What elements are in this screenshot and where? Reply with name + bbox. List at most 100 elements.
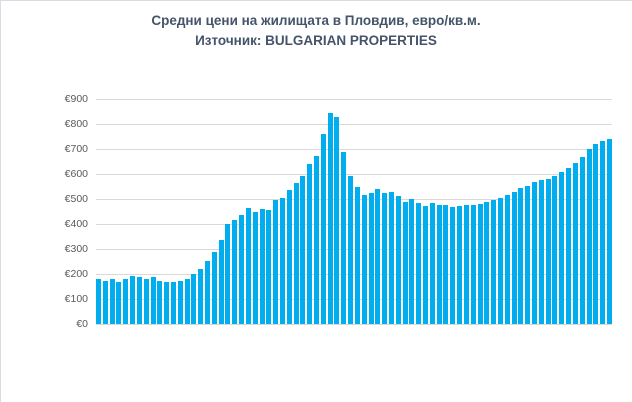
bar (566, 168, 572, 324)
bar (518, 188, 524, 324)
bar (402, 202, 408, 324)
bar (545, 179, 551, 324)
bar (368, 193, 374, 324)
plot-area (96, 99, 612, 325)
gridline (96, 174, 612, 175)
bar (334, 117, 340, 324)
bar (375, 189, 381, 324)
bar (382, 193, 388, 324)
bar (239, 215, 245, 324)
bar (354, 187, 360, 324)
bar (593, 144, 599, 324)
bar (491, 200, 497, 324)
bar (607, 139, 612, 324)
y-tick-label: €300 (64, 243, 88, 255)
bar (102, 281, 108, 324)
gridline (96, 99, 612, 100)
bar (266, 210, 272, 324)
bar (143, 279, 149, 324)
bar (109, 279, 115, 324)
bar (457, 206, 463, 324)
gridline (96, 149, 612, 150)
bar (164, 282, 170, 324)
bar (348, 176, 354, 324)
bar (252, 212, 258, 324)
bar (293, 183, 299, 324)
bar (150, 277, 156, 324)
gridline (96, 249, 612, 250)
bar (273, 200, 279, 324)
chart-title: Средни цени на жилищата в Пловдив, евро/… (151, 13, 481, 28)
y-tick-label: €700 (64, 143, 88, 155)
gridline (96, 224, 612, 225)
bar (559, 172, 565, 324)
y-tick-label: €500 (64, 193, 88, 205)
bar (552, 176, 558, 324)
chart-subtitle: Източник: BULGARIAN PROPERTIES (195, 33, 437, 48)
bar (307, 164, 313, 324)
bar (497, 198, 503, 324)
bar (314, 156, 320, 324)
gridline (96, 299, 612, 300)
y-tick-label: €400 (64, 218, 88, 230)
bar (157, 281, 163, 324)
bar (450, 207, 456, 324)
bar (395, 196, 401, 324)
bar (170, 282, 176, 324)
bar (423, 206, 429, 324)
bar (532, 182, 538, 324)
bar (286, 190, 292, 324)
bar (116, 282, 122, 324)
bar (409, 199, 415, 324)
bar (429, 203, 435, 324)
bar (388, 192, 394, 324)
bar (572, 163, 578, 324)
bar (511, 192, 517, 324)
bar (211, 252, 217, 324)
bar (136, 277, 142, 324)
bar (436, 205, 442, 324)
y-tick-label: €800 (64, 118, 88, 130)
gridline (96, 324, 612, 325)
bar (130, 276, 136, 324)
y-tick-label: €200 (64, 268, 88, 280)
bar (361, 195, 367, 324)
bar (279, 198, 285, 324)
bar (198, 269, 204, 324)
bar (477, 204, 483, 324)
bar (327, 113, 333, 324)
bar (416, 203, 422, 324)
bar (191, 274, 197, 324)
bar (538, 180, 544, 324)
gridline (96, 274, 612, 275)
y-tick-label: €100 (64, 293, 88, 305)
y-tick-label: €900 (64, 93, 88, 105)
bar (320, 134, 326, 324)
bar (245, 208, 251, 324)
bar (484, 202, 490, 324)
bar (341, 152, 347, 324)
bar (96, 279, 101, 324)
y-tick-label: €0 (76, 318, 88, 330)
bar (184, 279, 190, 324)
bar (600, 141, 606, 324)
bar (177, 281, 183, 324)
bar (225, 224, 231, 324)
bar (259, 209, 265, 324)
bar (205, 261, 210, 324)
bar (443, 205, 449, 324)
bar (300, 176, 306, 324)
gridline (96, 199, 612, 200)
bar (123, 279, 129, 324)
bar (470, 205, 476, 324)
gridline (96, 124, 612, 125)
bar (579, 157, 585, 324)
bar (525, 186, 531, 324)
bar (463, 205, 469, 324)
bar (218, 240, 224, 324)
bar (504, 195, 510, 324)
y-tick-label: €600 (64, 168, 88, 180)
bar (586, 149, 592, 324)
bar (232, 220, 238, 324)
